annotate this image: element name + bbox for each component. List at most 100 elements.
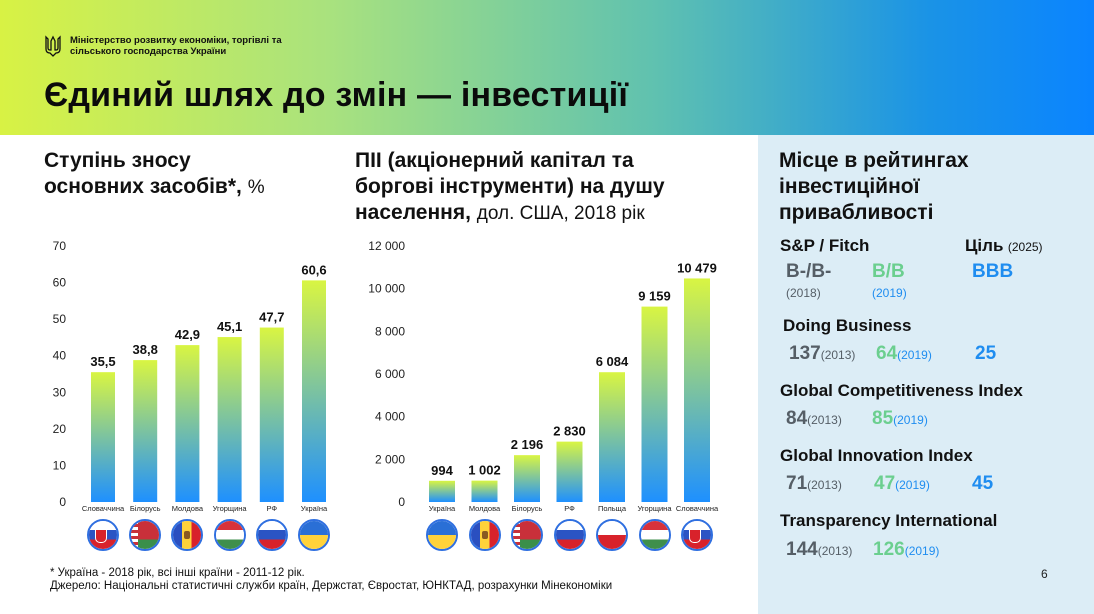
category-label: Словаччина	[82, 504, 125, 513]
gci-2013-value: 84	[786, 408, 808, 429]
flag-slovakia-icon	[681, 519, 713, 551]
db-2019: 64(2019)	[876, 343, 932, 365]
gii-2019-year: (2019)	[895, 478, 930, 492]
y-tick-label: 2 000	[375, 452, 405, 466]
doing-business-heading: Doing Business	[783, 316, 912, 335]
bar	[514, 455, 540, 502]
ratings-title: Місце в рейтингах інвестиційної привабли…	[779, 148, 969, 226]
flag-hungary-icon	[213, 519, 246, 551]
db-2019-value: 64	[876, 343, 898, 364]
category-label: Молдова	[469, 504, 501, 513]
gci-2019-value: 85	[872, 408, 894, 429]
db-2013-value: 137	[789, 343, 821, 364]
belarus-ornament-icon	[513, 521, 520, 549]
db-2013-year: (2013)	[820, 348, 856, 362]
footnote: * Україна - 2018 рік, всі інші країни - …	[50, 567, 612, 593]
ministry-line-2: сільського господарства України	[70, 46, 227, 57]
gci-2013-year: (2013)	[807, 413, 842, 427]
bar-value-label: 38,8	[133, 342, 158, 357]
flag-belarus-icon	[129, 519, 162, 551]
y-tick-label: 0	[398, 495, 405, 509]
sp-2018-year: (2018)	[786, 286, 821, 300]
target-heading: Ціль (2025)	[965, 236, 1043, 256]
mid-chart-title: ПІІ (акціонерний капітал та боргові інст…	[355, 148, 665, 227]
gii-2013: 71(2013)	[786, 473, 842, 495]
target-year: (2025)	[1007, 240, 1043, 254]
gii-2019-value: 47	[874, 473, 896, 494]
flag-slovakia-icon	[87, 519, 119, 551]
sp-fitch-heading: S&P / Fitch	[780, 236, 870, 255]
gci-2019-year: (2019)	[893, 413, 928, 427]
bar-value-label: 2 830	[553, 424, 586, 439]
y-tick-label: 70	[53, 239, 67, 253]
flag-russia-icon	[553, 519, 586, 551]
y-tick-label: 10 000	[368, 282, 405, 296]
ratings-title-line-1: Місце в рейтингах	[779, 149, 969, 172]
gii-target-value: 45	[972, 473, 994, 494]
bar-value-label: 42,9	[175, 327, 200, 342]
ti-2013-value: 144	[786, 539, 818, 560]
bar	[429, 480, 455, 502]
ratings-title-line-2: інвестиційної	[779, 175, 920, 198]
db-2019-year: (2019)	[897, 348, 932, 362]
slovakia-shield-icon	[689, 529, 701, 543]
bar	[302, 280, 326, 502]
category-label: Польща	[598, 504, 627, 513]
mid-chart-title-line-3: населення,	[355, 201, 471, 224]
mid-chart-title-line-1: ПІІ (акціонерний капітал та	[355, 149, 634, 172]
category-label: Білорусь	[130, 504, 161, 513]
bar	[556, 441, 583, 502]
bar	[471, 480, 498, 502]
flag-russia-icon	[255, 519, 288, 551]
y-tick-label: 20	[53, 422, 67, 436]
category-label: Словаччина	[676, 504, 719, 513]
category-label: РФ	[266, 504, 277, 513]
left-chart-title-line-2: основних засобів*,	[44, 175, 242, 198]
mid-chart-unit: дол. США, 2018 рік	[476, 203, 645, 224]
bar-value-label: 47,7	[259, 310, 284, 325]
fdi-bar-chart: 0 2 000 4 000 6 000 8 000 10 000 12 000 994 Укра…	[368, 239, 719, 513]
bar-value-label: 10 479	[677, 260, 717, 275]
category-label: Молдова	[172, 504, 204, 513]
flag-moldova-icon	[468, 519, 501, 551]
gci-2019: 85(2019)	[872, 408, 928, 430]
flag-moldova-icon	[171, 519, 204, 551]
y-tick-label: 4 000	[375, 410, 405, 424]
left-chart-unit: %	[247, 177, 265, 198]
y-tick-label: 12 000	[368, 239, 405, 253]
ratings-panel	[758, 135, 1094, 614]
bar	[684, 278, 710, 502]
moldova-emblem-icon	[184, 531, 191, 539]
bar-value-label: 60,6	[301, 262, 326, 277]
ministry-line-1: Міністерство розвитку економіки, торгівл…	[70, 35, 282, 46]
y-tick-label: 0	[59, 495, 66, 509]
y-tick-label: 50	[53, 312, 67, 326]
y-tick-label: 6 000	[375, 367, 405, 381]
gii-2013-value: 71	[786, 473, 808, 494]
target-label: Ціль	[965, 236, 1004, 255]
sp-2019-year: (2019)	[872, 286, 907, 300]
flag-hungary-icon	[638, 519, 671, 551]
gii-2013-year: (2013)	[807, 478, 842, 492]
ratings-title-line-3: привабливості	[779, 201, 934, 224]
page-title: Єдиний шлях до змін — інвестиції	[44, 76, 629, 114]
slovakia-shield-icon	[95, 529, 107, 543]
sp-2018-value: B-/B-	[786, 261, 832, 282]
left-chart-title-line-1: Ступінь зносу	[44, 149, 191, 172]
ministry-logo-block: Міністерство розвитку економіки, торгівл…	[44, 35, 282, 57]
bar	[91, 372, 115, 502]
flag-poland-icon	[596, 519, 628, 551]
flag-belarus-icon	[511, 519, 543, 551]
gii-heading: Global Innovation Index	[780, 446, 973, 465]
y-tick-label: 10	[53, 458, 67, 472]
y-tick-label: 40	[53, 349, 67, 363]
left-chart-title: Ступінь зносу основних засобів*, %	[44, 148, 265, 201]
ministry-name: Міністерство розвитку економіки, торгівл…	[70, 35, 282, 57]
flag-ukraine-icon	[426, 519, 458, 551]
ti-2013: 144(2013)	[786, 539, 852, 561]
category-label: Угорщина	[637, 504, 672, 513]
bar-value-label: 6 084	[596, 354, 629, 369]
ti-2019-value: 126	[873, 539, 905, 560]
bar-value-label: 9 159	[638, 289, 671, 304]
category-label: Україна	[429, 504, 456, 513]
